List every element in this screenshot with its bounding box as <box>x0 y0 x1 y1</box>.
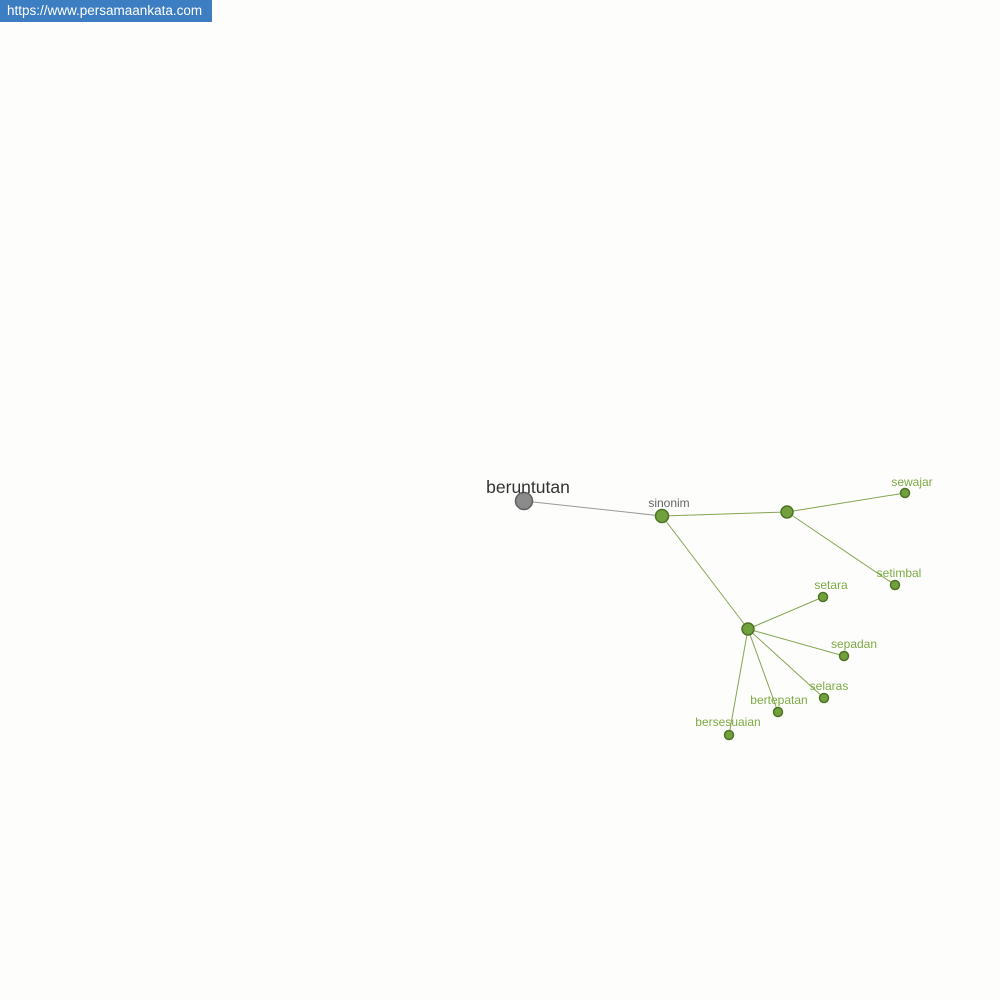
label-sewajar[interactable]: sewajar <box>891 475 932 489</box>
label-bertepatan[interactable]: bertepatan <box>750 693 807 707</box>
edge-beruntutan-sinonim <box>523 500 663 517</box>
edge-hub2-setara <box>747 596 824 630</box>
label-sepadan[interactable]: sepadan <box>831 637 877 651</box>
node-beruntutan[interactable] <box>514 491 534 511</box>
label-selaras[interactable]: selaras <box>810 679 849 693</box>
label-setara[interactable]: setara <box>814 578 848 592</box>
edge-hub1-setimbal <box>786 511 896 586</box>
edge-hub2-sepadan <box>747 628 845 657</box>
node-hub2[interactable] <box>741 622 755 636</box>
node-sinonim[interactable] <box>654 508 670 524</box>
node-setimbal[interactable] <box>889 579 901 591</box>
node-hub1[interactable] <box>780 505 794 519</box>
edge-sinonim-hub2 <box>661 515 749 630</box>
label-beruntutan[interactable]: beruntutan <box>486 477 570 497</box>
node-selaras[interactable] <box>818 692 830 704</box>
label-setimbal[interactable]: setimbal <box>877 566 922 580</box>
label-bersesuaian[interactable]: bersesuaian <box>695 715 760 729</box>
node-sewajar[interactable] <box>899 487 911 499</box>
edge-hub2-bersesuaian <box>728 628 749 736</box>
node-setara[interactable] <box>817 591 829 603</box>
edge-sinonim-hub1 <box>661 511 788 517</box>
edge-hub1-sewajar <box>786 492 906 513</box>
node-sepadan[interactable] <box>838 650 850 662</box>
edge-hub2-selaras <box>747 628 825 699</box>
node-bertepatan[interactable] <box>772 706 784 718</box>
edge-hub2-bertepatan <box>747 628 779 713</box>
edges-layer <box>523 492 906 736</box>
label-sinonim[interactable]: sinonim <box>648 496 689 510</box>
url-watermark-badge: https://www.persamaankata.com <box>0 0 213 22</box>
labels-layer: beruntutan sinonim sewajar setimbal setara se… <box>486 475 933 729</box>
node-bersesuaian[interactable] <box>723 729 735 741</box>
nodes-layer <box>514 487 911 741</box>
